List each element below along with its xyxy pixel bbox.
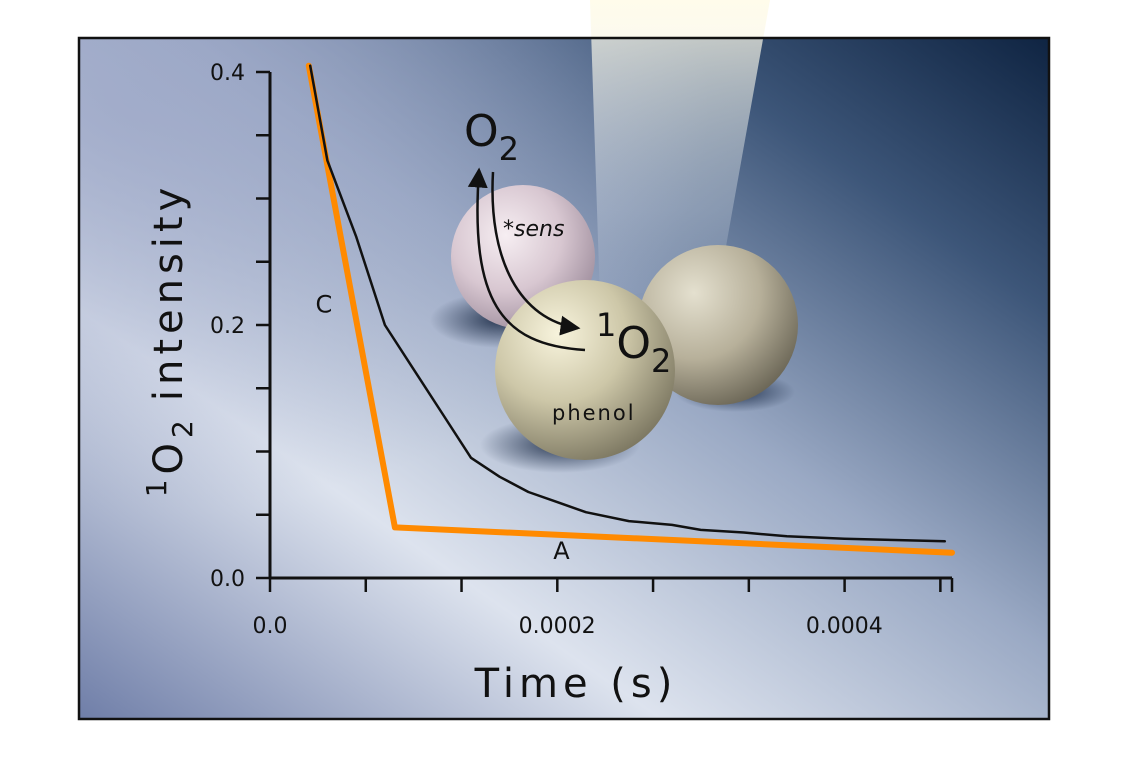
y-tick-label: 0.0 (210, 567, 245, 592)
series-line-fit (305, 62, 955, 556)
background-sphere (638, 245, 798, 405)
phenol-label: phenol (552, 401, 636, 425)
singlet-to-oxygen-arrow (467, 167, 586, 352)
x-tick-label: 0.0002 (519, 614, 596, 639)
y-axis-title: 1O2intensity (140, 183, 199, 498)
oxygen-label: O2 (464, 106, 519, 168)
x-tick-label: 0.0004 (806, 614, 883, 639)
phenol-sphere (495, 280, 675, 460)
oxygen-to-singlet-arrow (491, 171, 581, 336)
x-tick-label: 0.0 (253, 614, 288, 639)
series-group (305, 62, 955, 556)
annotations-group: CA (315, 290, 570, 565)
light-beam (590, 0, 770, 300)
sensitizer-label: *sens (503, 217, 564, 242)
series-line-decay (308, 64, 947, 543)
singlet-oxygen-label: 1O2 (596, 306, 671, 380)
x-axis-title: Time (s) (474, 661, 678, 707)
annotation-label: C (315, 290, 332, 318)
y-tick-label: 0.2 (210, 314, 245, 339)
figure-frame (77, 36, 1051, 721)
inset-illustration: O2 *sens 1O2 phenol (430, 106, 798, 473)
axes-group: 0.0 0.0002 0.0004 0.0 0.2 0.4 (210, 61, 954, 639)
annotation-label: A (553, 537, 570, 565)
y-tick-label: 0.4 (210, 61, 245, 86)
